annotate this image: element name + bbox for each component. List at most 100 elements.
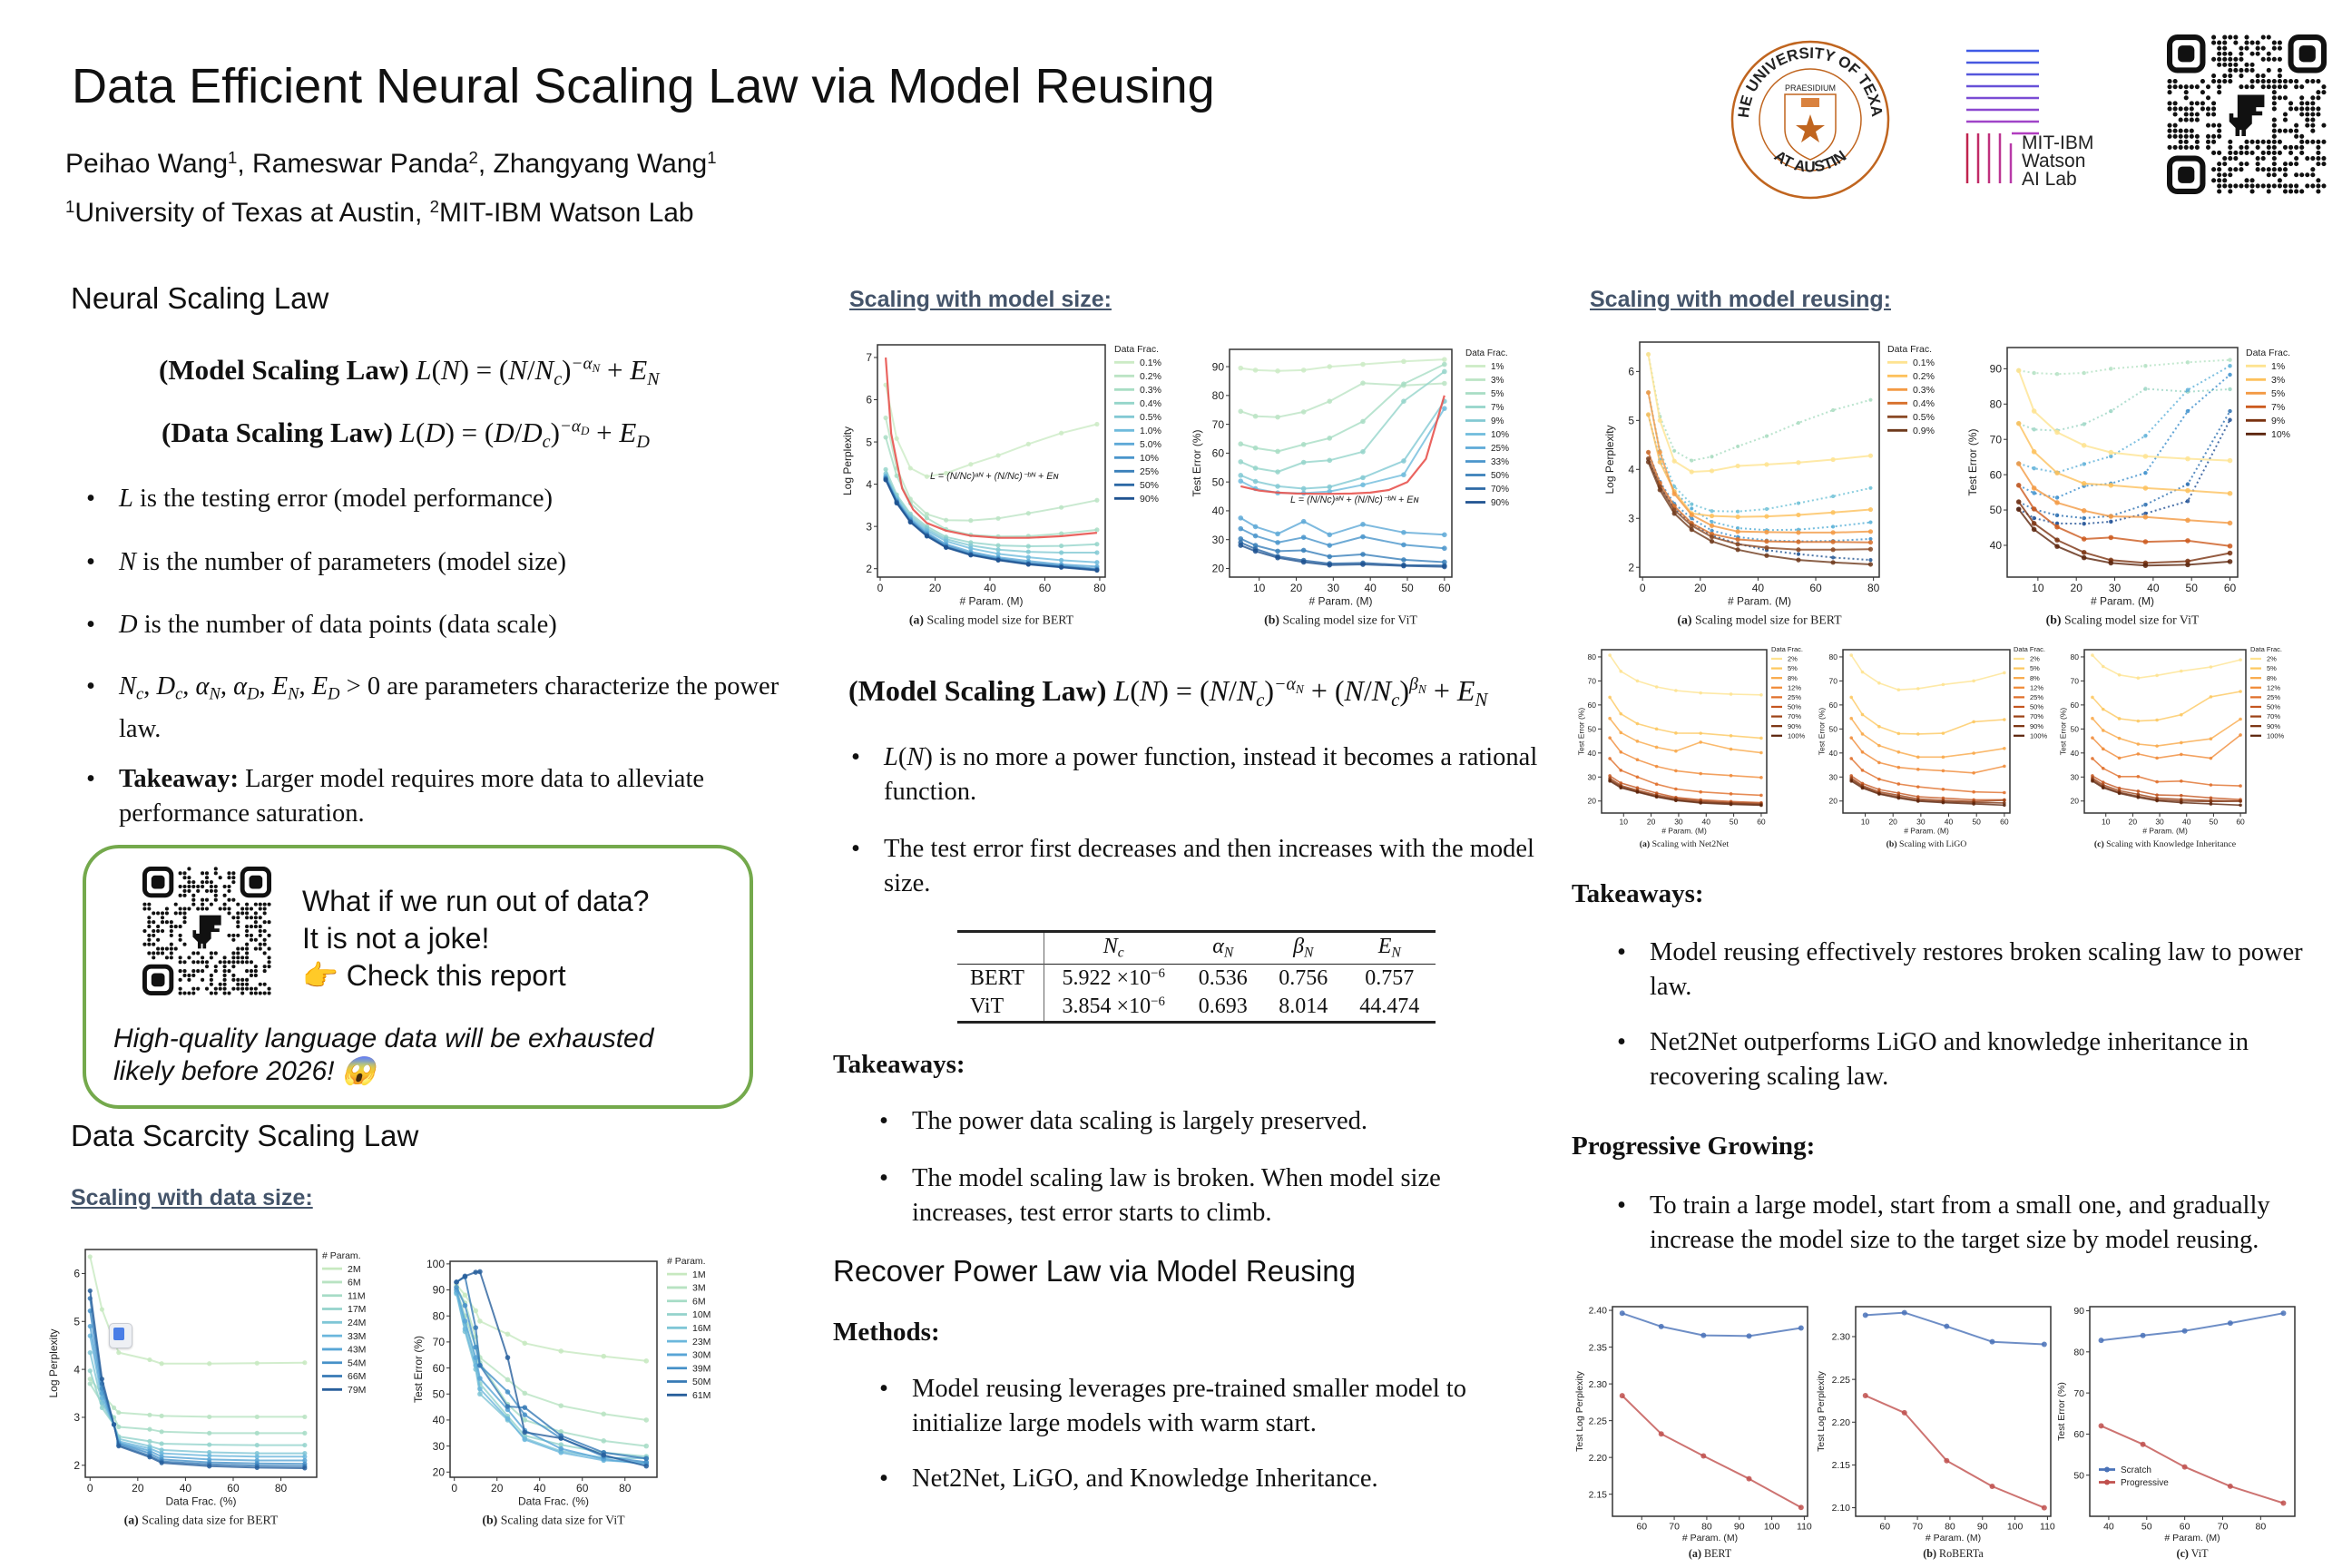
figure-caption: (a) Scaling with Net2Net (1640, 839, 1730, 849)
data-point (1972, 789, 1975, 794)
data-point (2101, 729, 2105, 732)
y-tick-label: 50 (1829, 724, 1838, 733)
report-link[interactable]: 👉 Check this report (302, 957, 649, 995)
data-point (1860, 786, 1865, 790)
data-point (1238, 473, 1244, 478)
legend-item: 10% (1465, 430, 1509, 440)
data-point (2180, 712, 2183, 717)
legend-item: 2M (322, 1264, 361, 1275)
bullet-icon: • (851, 835, 860, 863)
plot-area (2091, 653, 2242, 808)
bullet-icon: • (86, 548, 95, 576)
qr-finder-pattern (2167, 155, 2206, 194)
x-tick-label: 60 (2224, 582, 2237, 594)
series-line-8% (2092, 718, 2241, 747)
data-point (2136, 719, 2141, 723)
data-point (1736, 444, 1740, 449)
data-point (1868, 536, 1873, 541)
data-point (159, 1429, 164, 1435)
data-point (1645, 412, 1651, 417)
y-tick-label: 60 (1588, 701, 1597, 710)
text-segment: L (1113, 674, 1131, 707)
bullet-icon: • (851, 743, 860, 771)
text-segment: N (1391, 945, 1401, 961)
report-qr-code-icon[interactable] (142, 867, 271, 995)
qr-code-icon[interactable] (2167, 34, 2327, 194)
series-line-100% (2092, 780, 2241, 807)
data-point (1700, 1332, 1707, 1338)
text-segment: , (299, 672, 312, 701)
data-point (1674, 787, 1678, 791)
y-tick-label: 20 (433, 1465, 446, 1478)
note-line: High-quality language data will be exhau… (113, 1024, 654, 1054)
data-point (2180, 669, 2183, 673)
series-line-1M (456, 1284, 647, 1362)
data-point (1796, 420, 1801, 426)
text-segment: D (522, 416, 543, 448)
data-point (1877, 760, 1881, 765)
data-point (1657, 449, 1662, 456)
legend-item: 90% (1465, 498, 1509, 508)
x-tick-label: 50 (1401, 582, 1414, 594)
legend-title: Data Frac. (1771, 645, 1803, 653)
y-tick-label: 2.20 (1589, 1453, 1608, 1464)
data-point (1690, 458, 1694, 463)
y-tick-label: 2.35 (1589, 1342, 1608, 1353)
data-point (87, 1350, 93, 1356)
data-point (1849, 695, 1853, 700)
legend-item: 50% (1465, 471, 1509, 481)
x-tick-label: 50 (2141, 1522, 2152, 1533)
legend-item: 1% (2246, 361, 2285, 372)
legend-label: 50% (1140, 480, 1159, 491)
text-segment: (Model Scaling Law) (159, 354, 416, 386)
translate-extension-button[interactable] (109, 1323, 132, 1348)
data-point (1360, 448, 1366, 455)
y-tick-label: 30 (2071, 772, 2080, 781)
data-point (924, 474, 930, 479)
text-segment: E (1377, 935, 1392, 958)
subheading-data-size: Scaling with data size: (71, 1185, 313, 1210)
data-point (2155, 779, 2159, 784)
data-point (1699, 771, 1702, 776)
legend-label: 10M (692, 1309, 710, 1320)
data-point (995, 557, 1001, 563)
data-point (1619, 786, 1623, 790)
x-tick-label: 60 (1636, 1522, 1647, 1533)
bullet-text: The power data scaling is largely preser… (912, 1107, 1367, 1135)
x-tick-label: 40 (534, 1482, 546, 1494)
data-point (1830, 456, 1836, 463)
x-tick-label: 30 (1674, 818, 1683, 827)
series-line-50% (1240, 537, 1445, 564)
legend: # Param. 1M 3M 6M 10M 16M 23M 30M 39M 50M 61M (667, 1256, 710, 1401)
data-point (1300, 547, 1307, 554)
data-point (1360, 522, 1366, 527)
data-point (2081, 549, 2087, 555)
data-point (1916, 768, 1920, 771)
data-point (643, 1417, 650, 1423)
data-point (1608, 716, 1612, 720)
data-point (1729, 733, 1733, 738)
x-tick-label: 80 (1093, 582, 1106, 594)
legend-label: 0.5% (1913, 412, 1935, 423)
x-tick-label: 100 (2007, 1522, 2024, 1533)
legend-label: 24M (348, 1318, 366, 1328)
y-tick-label: 2.15 (1589, 1489, 1608, 1500)
data-point (1300, 368, 1307, 373)
data-point (159, 1413, 164, 1418)
legend-label: 0.4% (1913, 398, 1935, 409)
row-model: ViT (957, 992, 1044, 1023)
report-link-text[interactable]: Check this report (346, 959, 566, 992)
data-point (1619, 781, 1623, 785)
data-point (1860, 732, 1865, 736)
caption-segment: (b) (1886, 839, 1897, 849)
y-tick-label: 40 (2071, 749, 2080, 758)
fit-equation-annotation: L = (N/Nc)ᵃᴺ + (N/Nc)⁻ᵇᴺ + Eɴ (1290, 495, 1419, 505)
data-point (2239, 690, 2242, 693)
text-segment: + (1426, 674, 1457, 707)
x-tick-label: 40 (2103, 1522, 2114, 1533)
legend-label: 10% (2271, 429, 2290, 440)
cell-beta: 0.756 (1279, 965, 1328, 990)
data-point (2081, 443, 2087, 448)
data-point (1238, 478, 1244, 484)
data-point (1901, 1409, 1907, 1416)
